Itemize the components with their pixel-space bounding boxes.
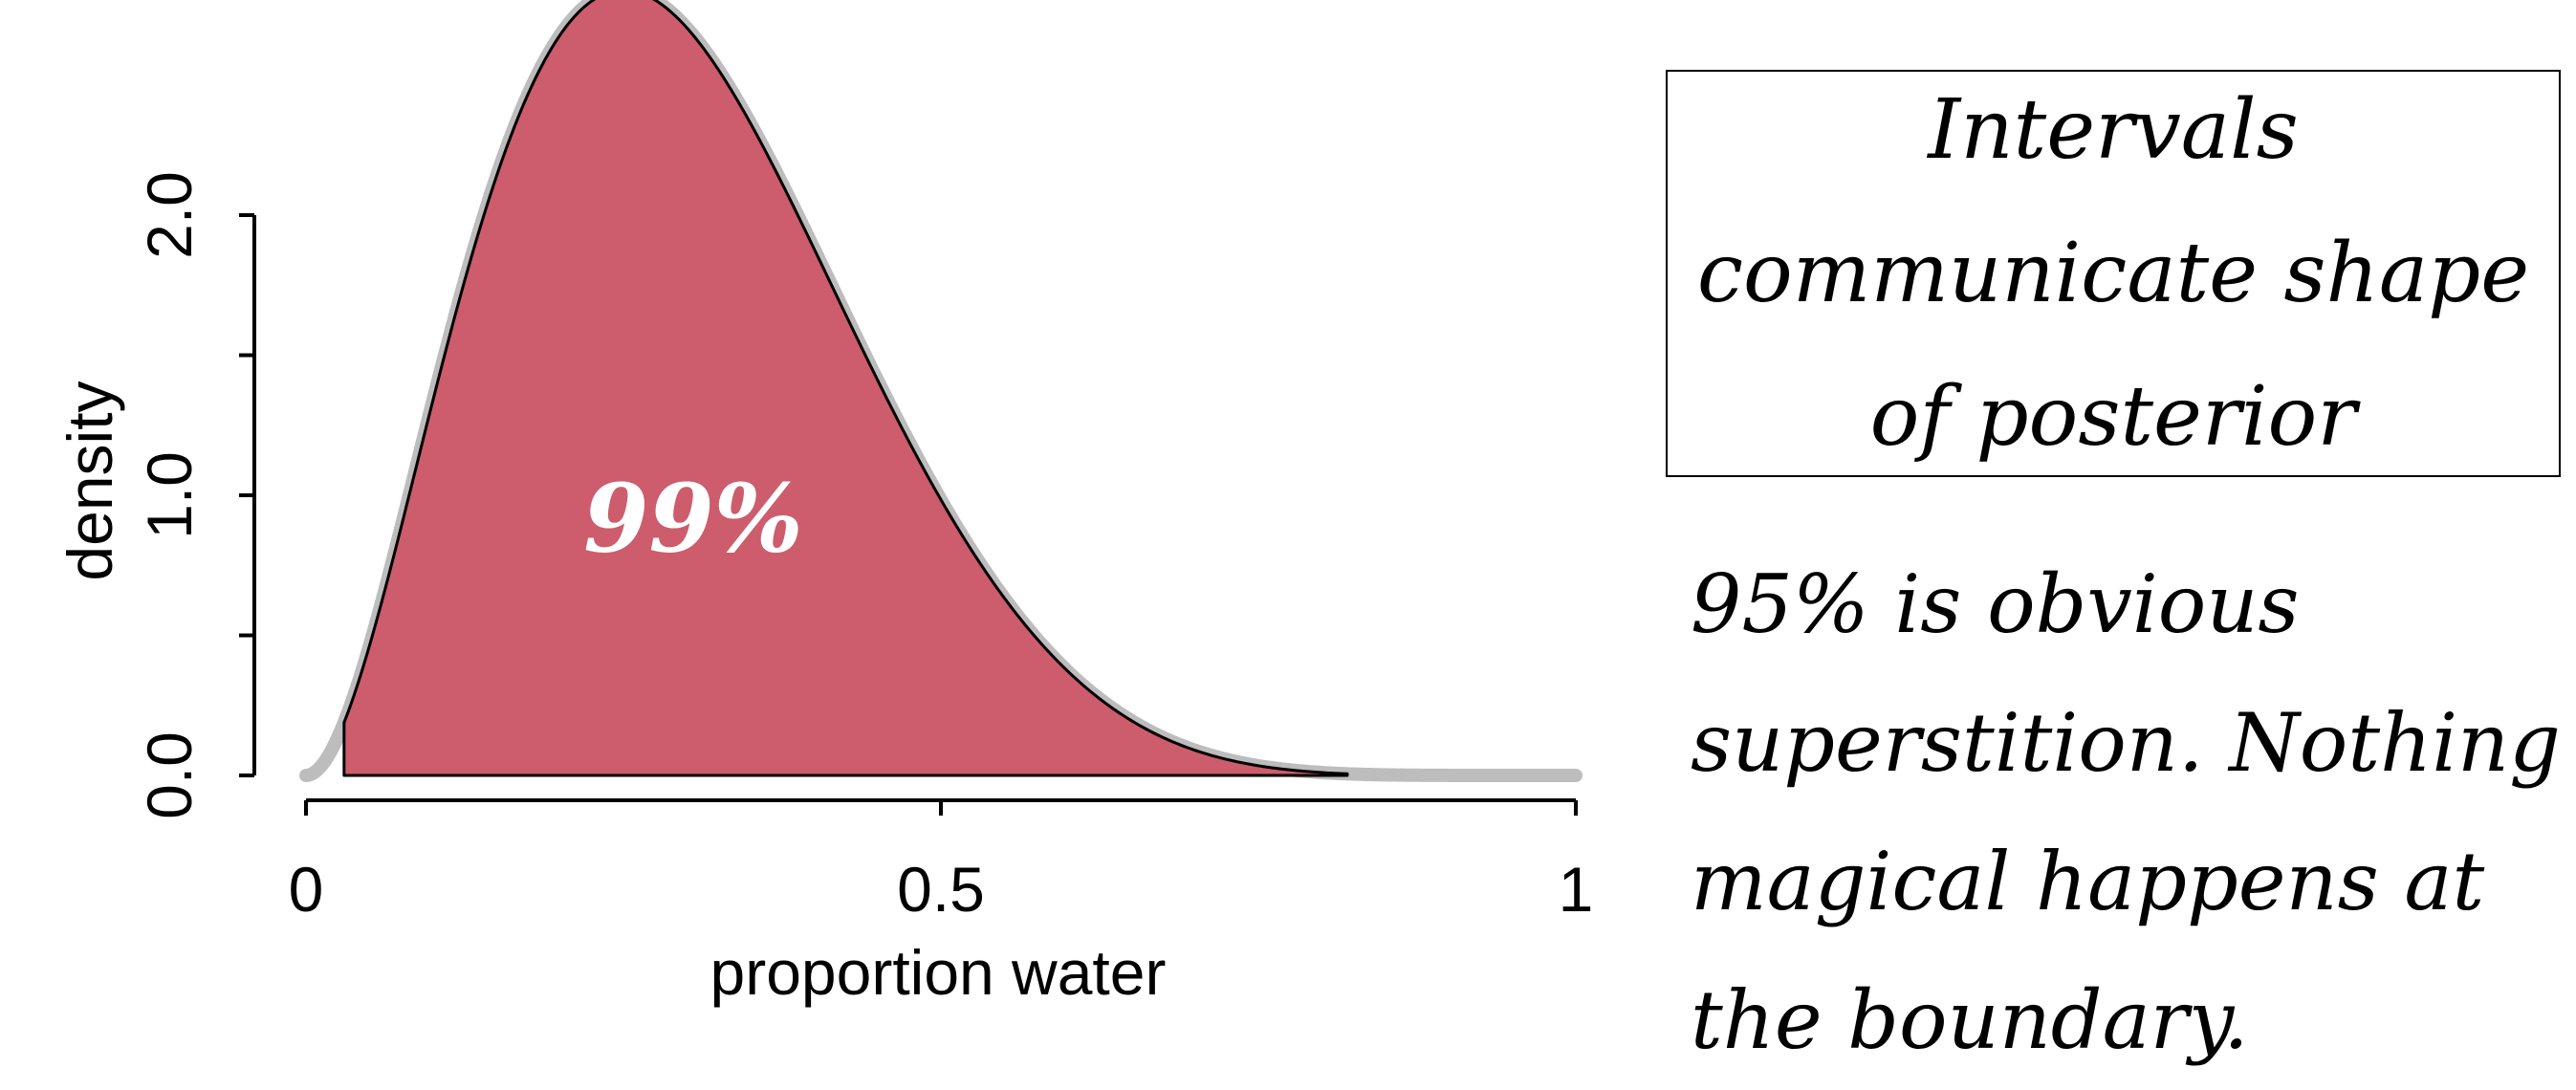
annotation-title-box: Intervals communicate shape of posterior <box>1666 70 2561 477</box>
annotation-body-line: 95% is obvious <box>1691 557 2300 651</box>
x-tick-label: 0 <box>289 854 324 925</box>
annotation-title-line: communicate shape <box>1696 226 2530 321</box>
x-tick-label: 1 <box>1559 854 1594 925</box>
posterior-chart: 99% 0 0.5 1 0.01.02.0 proportion water den… <box>55 0 1594 1008</box>
y-tick-label: 1.0 <box>134 451 205 539</box>
y-tick-label: 0.0 <box>134 731 205 819</box>
x-tick-label: 0.5 <box>897 854 985 925</box>
x-axis-ticks: 0 0.5 1 <box>289 800 1594 925</box>
interval-area <box>342 0 1349 777</box>
annotation-body: 95% is obvious superstition. Nothing mag… <box>1691 535 2570 1090</box>
y-tick-label: 2.0 <box>134 171 205 259</box>
interval-label: 99% <box>583 465 803 575</box>
annotation-title-line: Intervals <box>1928 82 2299 178</box>
annotation-title-line: of posterior <box>1869 369 2357 465</box>
x-axis-label: proportion water <box>710 937 1167 1008</box>
annotation-body-line: magical happens at <box>1691 835 2485 928</box>
annotation-body-line: the boundary. <box>1691 973 2249 1067</box>
y-axis-label: density <box>55 381 125 580</box>
annotation-body-line: superstition. Nothing <box>1691 696 2561 790</box>
y-axis-ticks: 0.0 1.0 2.0 <box>134 171 254 819</box>
